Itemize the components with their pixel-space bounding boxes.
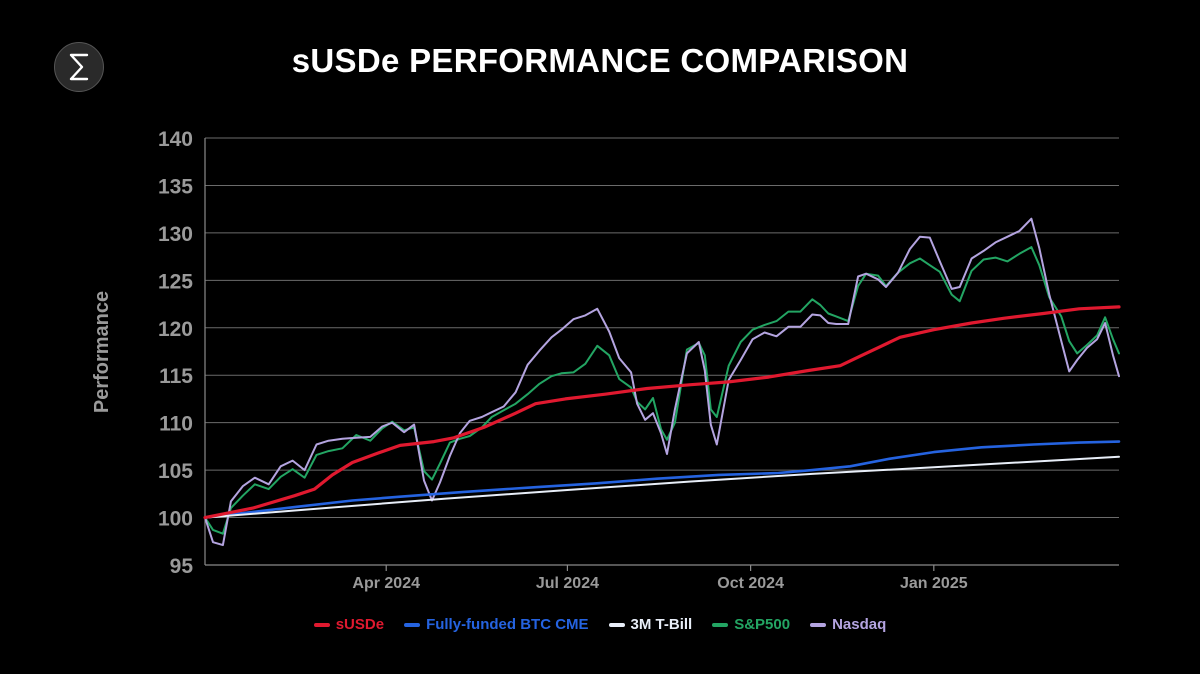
ethena-logo-icon [54,42,104,92]
legend-item: Fully-funded BTC CME [404,616,589,633]
y-tick-label: 140 [158,128,193,151]
legend-label: S&P500 [734,616,791,633]
series-line-fully-funded-btc-cme [203,440,1121,519]
chart-legend: sUSDe Fully-funded BTC CME 3M T-Bill S&P500… [0,616,1200,633]
x-tick-label: Jan 2025 [900,575,968,592]
legend-item: sUSDe [313,616,385,633]
x-tick-label: Apr 2024 [352,575,420,592]
legend-item: 3M T-Bill [608,616,693,633]
y-tick-label: 125 [158,270,193,293]
series-line-susde [203,305,1121,520]
legend-swatch [313,622,330,627]
legend-label: sUSDe [335,616,385,633]
y-tick-label: 100 [158,508,193,531]
y-tick-label: 130 [158,223,193,246]
y-tick-label: 95 [170,555,194,578]
series-line-3m-t-bill [204,455,1120,519]
legend-label: Fully-funded BTC CME [426,616,589,633]
legend-swatch [712,622,729,627]
legend-item: S&P500 [712,616,790,633]
legend-swatch [810,622,827,627]
legend-swatch [608,622,625,627]
series-line-s-p500 [204,246,1120,535]
x-tick-label: Oct 2024 [717,575,784,592]
series-line-nasdaq [204,217,1120,547]
y-tick-label: 110 [159,413,193,436]
legend-label: 3M T-Bill [630,616,693,633]
x-tick-label: Jul 2024 [536,575,599,592]
legend-swatch [404,622,421,627]
chart-title: sUSDe PERFORMANCE COMPARISON [291,42,909,79]
y-tick-label: 105 [158,460,193,483]
y-tick-label: 120 [158,318,193,341]
y-axis-label: Performance [91,291,113,413]
y-tick-label: 135 [158,175,193,198]
legend-label: Nasdaq [832,616,887,633]
legend-item: Nasdaq [810,616,886,633]
y-tick-label: 115 [159,365,193,388]
